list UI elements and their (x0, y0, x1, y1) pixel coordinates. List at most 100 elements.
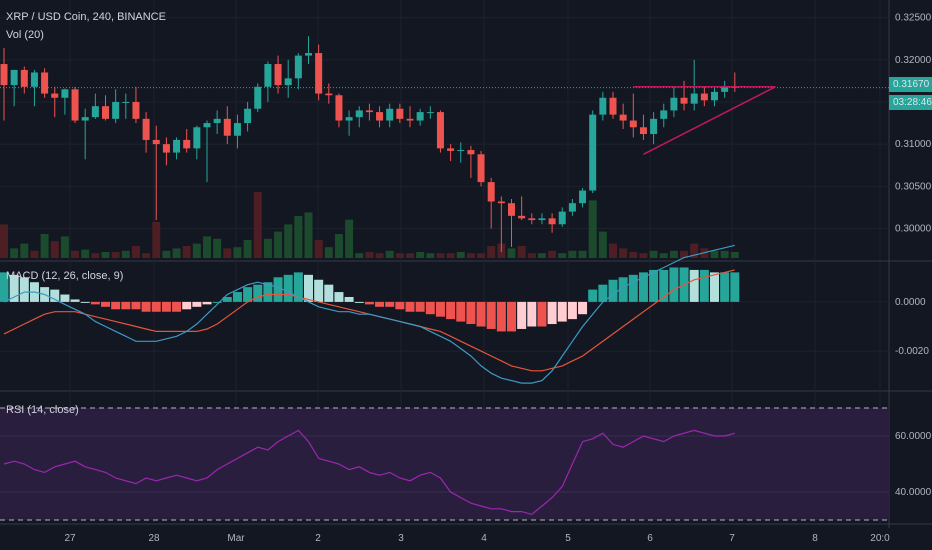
macd-histogram-bar (344, 296, 354, 302)
volume-bar (182, 246, 191, 258)
volume-bar (91, 253, 100, 258)
macd-histogram-bar (385, 301, 395, 307)
volume-bar (710, 250, 719, 258)
candle-body (335, 95, 343, 121)
volume-bar (0, 224, 8, 258)
macd-histogram-bar (80, 301, 90, 303)
macd-histogram-bar (50, 289, 60, 302)
price-axis-tick: 0.31000 (895, 139, 932, 150)
macd-histogram-bar (70, 299, 80, 302)
volume-bar (10, 248, 19, 258)
macd-histogram-bar (161, 301, 171, 312)
volume-bar (385, 250, 394, 258)
candle-body (406, 118, 414, 121)
candle-body (61, 89, 69, 98)
macd-histogram-bar (151, 301, 161, 312)
candle-body (244, 108, 252, 124)
volume-bar (60, 236, 69, 258)
macd-histogram-bar (182, 301, 192, 310)
volume-bar (142, 253, 151, 258)
rsi-line (3, 429, 735, 516)
volume-bar (446, 253, 455, 258)
candle-body (670, 97, 678, 111)
candle-body (0, 64, 8, 86)
candle-body (102, 106, 109, 119)
macd-histogram-bar (588, 289, 598, 302)
macd-histogram-bar (141, 301, 151, 312)
candle-body (467, 150, 475, 155)
volume-bar (456, 252, 465, 258)
macd-histogram-bar (669, 267, 679, 302)
macd-histogram-bar (618, 277, 628, 302)
price-axis-tick: 0.30500 (895, 181, 932, 192)
macd-histogram-bar (598, 284, 608, 302)
candle-body (274, 64, 282, 86)
macd-histogram-bar (557, 301, 567, 322)
macd-histogram-bar (253, 284, 263, 302)
macd-histogram-bar (517, 301, 527, 329)
macd-histogram-bar (395, 301, 405, 310)
candle-body (700, 93, 708, 101)
volume-bar (365, 252, 374, 258)
macd-histogram-bar (435, 301, 445, 317)
macd-histogram-bar (354, 301, 364, 303)
volume-bar (101, 252, 110, 258)
macd-histogram-bar (446, 301, 456, 320)
candle-body (345, 117, 353, 121)
macd-histogram-bar (131, 301, 141, 310)
rsi-axis-tick: 60.0000 (895, 431, 932, 442)
candle-body (213, 118, 221, 124)
macd-histogram-bar (375, 301, 385, 307)
candle-body (112, 101, 120, 119)
volume-bar (537, 253, 546, 258)
macd-histogram-bar (567, 301, 577, 320)
time-axis-tick: Mar (227, 533, 245, 544)
volume-bar (406, 253, 414, 258)
candle-body (284, 78, 292, 86)
macd-histogram-bar (608, 279, 618, 302)
volume-bar (375, 253, 384, 258)
candle-body (609, 97, 617, 115)
candle-body (650, 118, 658, 135)
macd-line (3, 244, 735, 384)
volume-bar (172, 248, 181, 258)
candle-body (132, 101, 140, 119)
candle-body (690, 93, 698, 104)
candle-body (538, 218, 546, 221)
volume-label: Vol (20) (6, 29, 44, 41)
volume-bar (639, 253, 648, 258)
candle-body (721, 86, 729, 92)
candle-body (457, 150, 465, 152)
volume-bar (274, 231, 283, 258)
volume-bar (649, 250, 658, 258)
volume-bar (619, 248, 628, 258)
candle-body (660, 110, 668, 119)
time-axis-tick: 4 (481, 533, 487, 544)
candle-body (548, 218, 556, 225)
volume-bar (223, 248, 232, 258)
macd-histogram-bar (507, 301, 516, 332)
macd-histogram-bar (212, 301, 222, 303)
macd-histogram-bar (273, 277, 283, 302)
volume-bar (355, 253, 364, 258)
candle-body (416, 112, 424, 121)
macd-histogram-bar (202, 301, 212, 305)
macd-histogram-bar (172, 301, 182, 312)
volume-bar (203, 236, 211, 258)
volume-bar (609, 243, 617, 258)
volume-bar (548, 250, 557, 258)
candle-body (51, 93, 59, 98)
macd-histogram-bar (527, 301, 537, 327)
volume-bar (243, 240, 252, 258)
candle-body (579, 190, 587, 204)
candle-body (386, 108, 394, 121)
volume-bar (314, 240, 323, 258)
macd-histogram-bar (405, 301, 415, 312)
volume-bar (162, 250, 171, 258)
volume-bar (395, 253, 404, 258)
macd-histogram-bar (638, 272, 648, 302)
volume-bar (527, 253, 536, 258)
candle-body (254, 86, 262, 109)
volume-bar (334, 234, 343, 258)
